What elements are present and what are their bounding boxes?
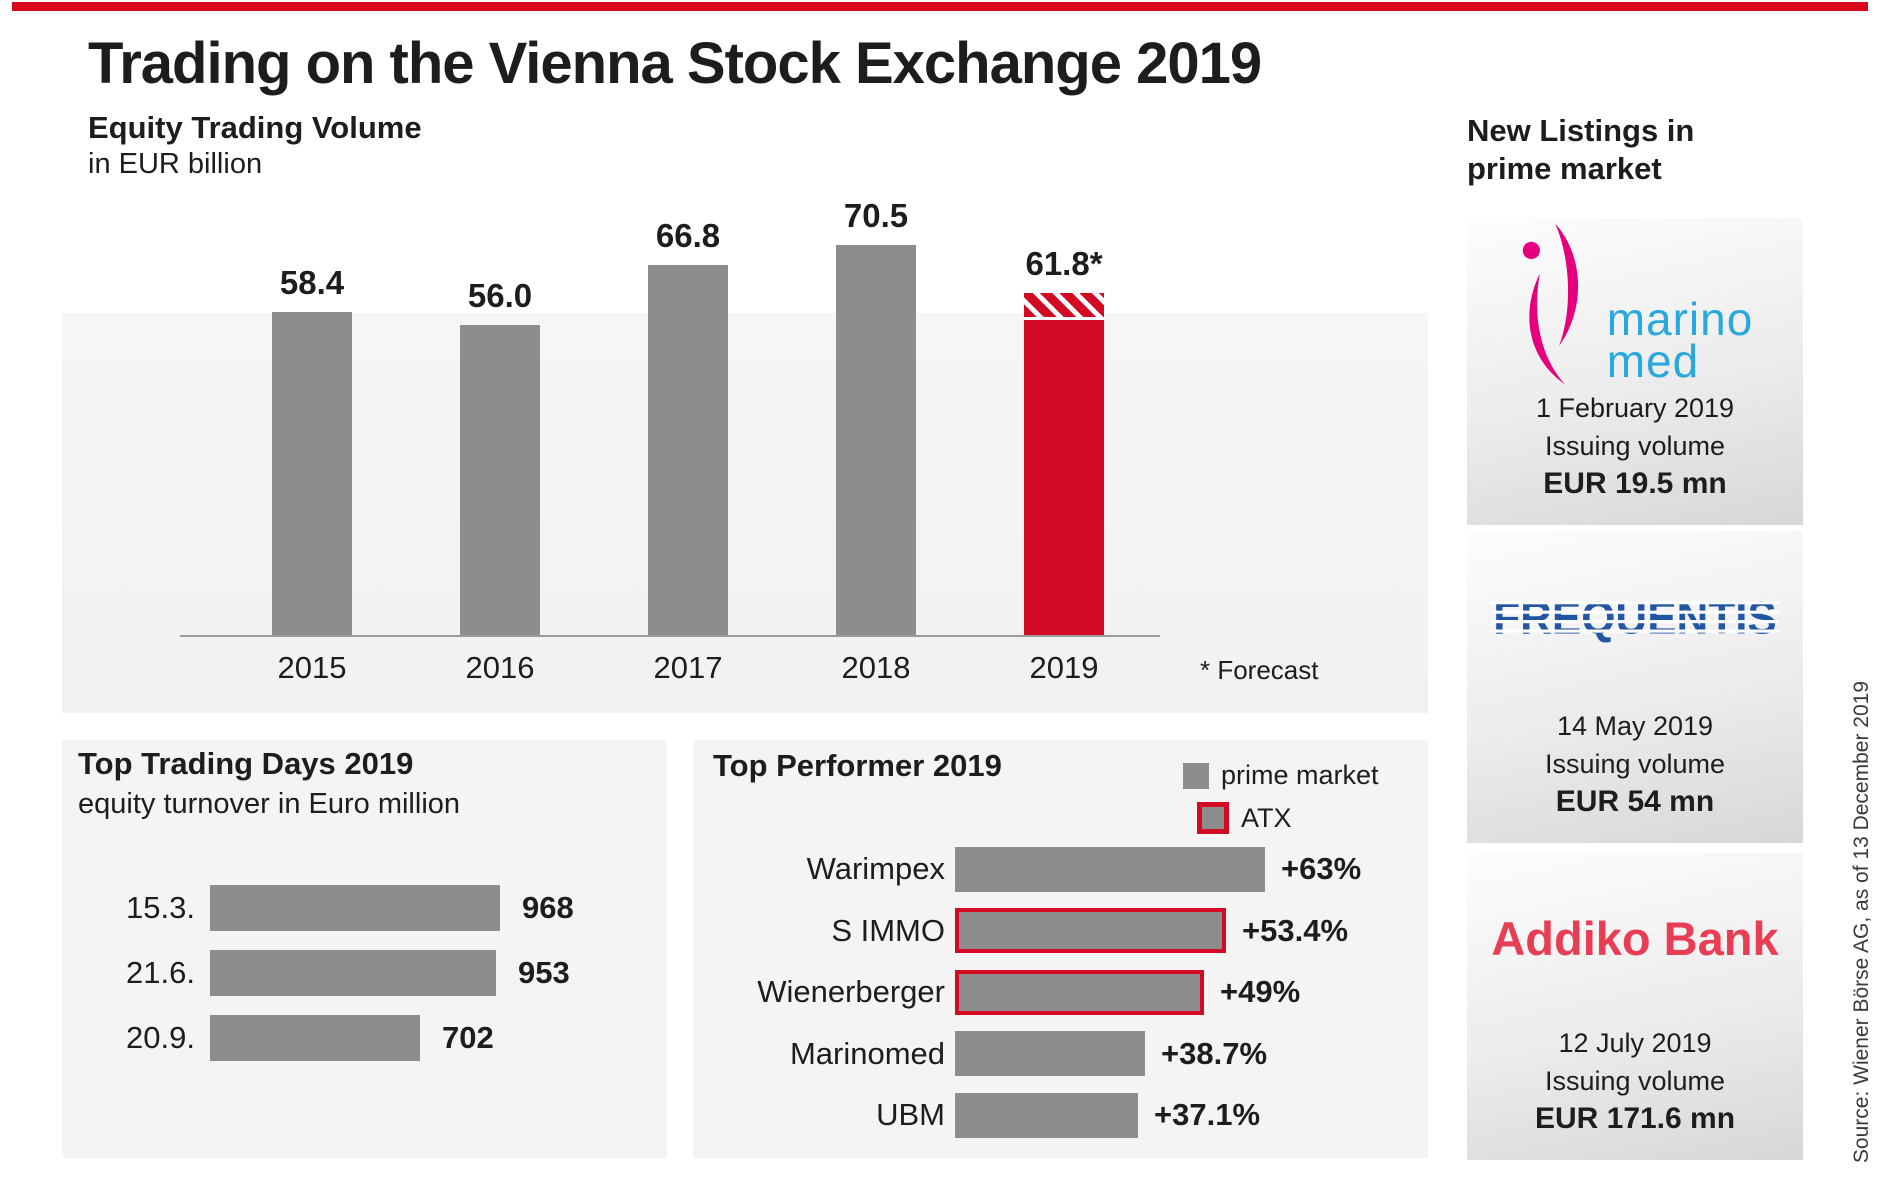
trading-day-label: 20.9. bbox=[126, 1020, 195, 1055]
listing-volume: EUR 54 mn bbox=[1555, 785, 1715, 818]
trading-day-row: 21.6. 953 bbox=[62, 950, 667, 996]
trading-days-rows: 15.3. 968 21.6. 953 20.9. 702 bbox=[62, 740, 667, 1158]
performer-percent-value: +37.1% bbox=[1154, 1097, 1261, 1132]
trading-days-subtitle: equity turnover in Euro million bbox=[78, 788, 461, 820]
performer-name-label: S IMMO bbox=[831, 912, 945, 948]
frequentis-wordmark: FREQUENTIS bbox=[1491, 592, 1779, 646]
trading-day-bar bbox=[210, 885, 500, 931]
equity-chart-subtitle: in EUR billion bbox=[88, 148, 263, 180]
marinomed-logo: marino med bbox=[1467, 218, 1803, 389]
trading-days-title: Top Trading Days 2019 bbox=[78, 746, 414, 781]
trading-day-bar bbox=[210, 950, 496, 996]
equity-bar-value: 61.8* bbox=[1025, 245, 1103, 282]
performer-row: Wienerberger +49% bbox=[693, 969, 1428, 1015]
equity-bar-2017 bbox=[648, 265, 728, 635]
equity-bar-value: 66.8 bbox=[655, 217, 721, 254]
performer-bar bbox=[955, 1031, 1145, 1076]
trading-day-label: 15.3. bbox=[126, 890, 195, 925]
equity-year-label: 2018 bbox=[841, 650, 911, 685]
performer-percent-value: +53.4% bbox=[1242, 912, 1349, 948]
equity-chart-panel: 58.4 2015 56.0 2016 66.8 2017 70.5 2018 61.8* 201… bbox=[62, 197, 1428, 713]
performer-name-label: Warimpex bbox=[806, 851, 945, 886]
listing-issuing-label: Issuing volume bbox=[1544, 1066, 1726, 1096]
equity-chart-title: Equity Trading Volume bbox=[88, 110, 422, 145]
forecast-note: * Forecast bbox=[1200, 655, 1319, 685]
sidebar-heading-line2: prime market bbox=[1467, 151, 1662, 186]
performer-row: Marinomed +38.7% bbox=[693, 1031, 1428, 1077]
page-title: Trading on the Vienna Stock Exchange 201… bbox=[88, 31, 1262, 96]
performer-percent-value: +63% bbox=[1281, 851, 1362, 886]
marinomed-swoosh-icon bbox=[1522, 223, 1578, 384]
sidebar-heading: New Listings in prime market bbox=[1467, 112, 1694, 188]
legend-atx-label: ATX bbox=[1241, 802, 1292, 833]
listing-card-marinomed: marino med 1 February 2019 Issuing volum… bbox=[1467, 218, 1803, 525]
equity-bar-2018 bbox=[836, 245, 916, 635]
trading-day-row: 20.9. 702 bbox=[62, 1015, 667, 1061]
listing-issuing-label: Issuing volume bbox=[1544, 749, 1726, 779]
performer-name-label: UBM bbox=[876, 1097, 945, 1132]
legend-item-prime-market: prime market bbox=[1183, 760, 1379, 791]
atx-swatch-icon bbox=[1197, 802, 1229, 834]
performer-name-label: Wienerberger bbox=[757, 974, 945, 1009]
equity-year-label: 2015 bbox=[277, 650, 347, 685]
performer-row: Warimpex +63% bbox=[693, 846, 1428, 892]
equity-year-label: 2017 bbox=[653, 650, 723, 685]
performer-row: UBM +37.1% bbox=[693, 1092, 1428, 1138]
equity-bar-value: 70.5 bbox=[843, 197, 909, 234]
top-performer-panel: Top Performer 2019 prime market ATX Wari… bbox=[693, 740, 1428, 1158]
trading-day-row: 15.3. 968 bbox=[62, 885, 667, 931]
listing-date: 1 February 2019 bbox=[1535, 393, 1735, 423]
performer-percent-value: +38.7% bbox=[1161, 1035, 1268, 1071]
trading-days-panel: Top Trading Days 2019 equity turnover in… bbox=[62, 740, 667, 1158]
trading-day-bar bbox=[210, 1015, 420, 1061]
listing-card-frequentis: FREQUENTIS 14 May 2019 Issuing volume EU… bbox=[1467, 531, 1803, 843]
performer-percent-value: +49% bbox=[1220, 974, 1301, 1009]
marinomed-wordmark-line1: marino bbox=[1606, 292, 1754, 345]
equity-bar-value: 58.4 bbox=[279, 264, 345, 301]
legend-prime-market-label: prime market bbox=[1221, 760, 1379, 790]
trading-day-value: 968 bbox=[522, 890, 574, 925]
top-performer-rows: Warimpex +63% S IMMO +53.4% Wienerberger +49%… bbox=[693, 740, 1428, 1158]
performer-bar bbox=[955, 1092, 1138, 1138]
performer-name-label: Marinomed bbox=[789, 1035, 945, 1071]
equity-bar-2015 bbox=[272, 312, 352, 635]
forecast-hatch-pattern bbox=[1024, 293, 1104, 320]
equity-bar-2019 bbox=[1024, 293, 1104, 635]
equity-year-label: 2016 bbox=[465, 650, 535, 685]
listing-volume: EUR 19.5 mn bbox=[1543, 467, 1727, 500]
performer-bar-atx bbox=[955, 969, 1204, 1015]
listing-card-addiko: Addiko Bank 12 July 2019 Issuing volume … bbox=[1467, 853, 1803, 1160]
prime-market-swatch-icon bbox=[1183, 762, 1209, 789]
performer-bar-atx bbox=[955, 908, 1226, 953]
marinomed-wordmark-line2: med bbox=[1606, 334, 1700, 387]
addiko-wordmark: Addiko Bank bbox=[1491, 912, 1779, 965]
source-note: Source: Wiener Börse AG, as of 13 Decemb… bbox=[1850, 680, 1873, 1163]
listing-date: 12 July 2019 bbox=[1558, 1028, 1712, 1058]
performer-row: S IMMO +53.4% bbox=[693, 908, 1428, 954]
equity-year-label: 2019 bbox=[1029, 650, 1099, 685]
equity-bar-2016 bbox=[460, 325, 540, 635]
equity-bar-value: 56.0 bbox=[467, 277, 533, 314]
listing-issuing-label: Issuing volume bbox=[1544, 431, 1726, 461]
sidebar-heading-line1: New Listings in bbox=[1467, 113, 1695, 148]
listing-date: 14 May 2019 bbox=[1556, 711, 1714, 741]
frequentis-logo: FREQUENTIS bbox=[1467, 531, 1803, 707]
marinomed-wordmark: marino med bbox=[1606, 292, 1754, 387]
top-performer-title: Top Performer 2019 bbox=[713, 748, 1002, 783]
addiko-bank-logo: Addiko Bank bbox=[1467, 853, 1803, 1024]
top-red-rule bbox=[12, 2, 1868, 11]
legend-item-atx: ATX bbox=[1197, 802, 1292, 834]
trading-day-value: 953 bbox=[518, 955, 570, 990]
trading-day-value: 702 bbox=[442, 1020, 494, 1055]
listing-volume: EUR 171.6 mn bbox=[1534, 1102, 1736, 1135]
trading-day-label: 21.6. bbox=[126, 955, 195, 990]
frequentis-wordmark-text: FREQUENTIS bbox=[1493, 592, 1777, 645]
equity-bars: 58.4 2015 56.0 2016 66.8 2017 70.5 2018 61.8* 201… bbox=[62, 197, 1428, 713]
performer-bar bbox=[955, 846, 1265, 892]
equity-x-axis bbox=[180, 635, 1160, 637]
